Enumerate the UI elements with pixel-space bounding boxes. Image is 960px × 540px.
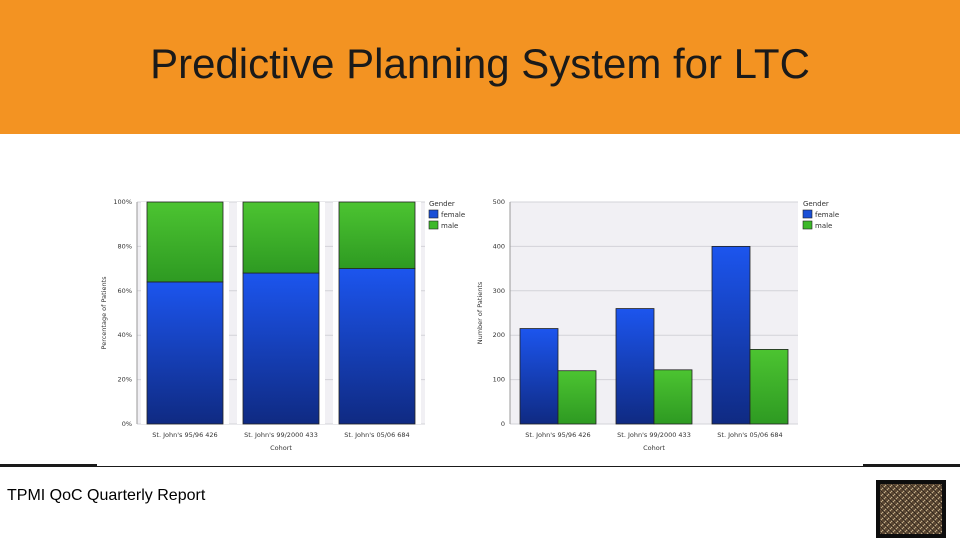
- percentage-stacked-bar-chart: 0% 20% 40% 60% 80% 100% Percentage of Patients…: [100, 198, 465, 452]
- legend-swatch-female: [428, 209, 439, 219]
- logo-image: [876, 480, 946, 538]
- x-tick-label: St. John's 05/06 684: [717, 431, 782, 439]
- y-tick-label: 40%: [118, 331, 132, 339]
- footer-divider: [97, 466, 863, 467]
- bar-male: [749, 349, 789, 425]
- bar-female: [242, 272, 320, 425]
- y-tick-label: 200: [493, 331, 505, 339]
- legend-label-male: male: [441, 222, 458, 230]
- legend-title: Gender: [803, 200, 829, 208]
- footer-report-name: TPMI QoC Quarterly Report: [7, 487, 206, 504]
- footer-divider-right: [863, 464, 960, 467]
- x-tick-label: St. John's 99/2000 433: [244, 431, 318, 439]
- y-axis-label: Number of Patients: [476, 281, 484, 344]
- legend-title: Gender: [429, 200, 455, 208]
- y-tick-label: 0: [501, 420, 505, 428]
- y-axis-label: Percentage of Patients: [100, 276, 108, 350]
- y-tick-label: 300: [493, 287, 505, 295]
- x-axis-label: Cohort: [643, 444, 665, 452]
- x-axis-label: Cohort: [270, 444, 292, 452]
- bar-female: [338, 268, 416, 425]
- bar-female: [615, 308, 655, 425]
- y-tick-label: 100%: [113, 198, 132, 206]
- y-tick-label: 0%: [122, 420, 132, 428]
- x-tick-label: St. John's 99/2000 433: [617, 431, 691, 439]
- x-tick-label: St. John's 95/96 426: [525, 431, 590, 439]
- y-tick-label: 20%: [118, 376, 132, 384]
- legend-swatch-male: [428, 220, 439, 230]
- bar-female: [146, 281, 224, 425]
- bar-male: [242, 201, 320, 274]
- title-banner: [0, 0, 960, 134]
- y-tick-label: 500: [493, 198, 505, 206]
- y-tick-label: 400: [493, 242, 505, 250]
- y-tick-label: 80%: [118, 242, 132, 250]
- legend-label-female: female: [815, 211, 839, 219]
- bar-male: [146, 201, 224, 283]
- page-title: Predictive Planning System for LTC: [150, 40, 810, 87]
- bar-female: [519, 328, 559, 425]
- bar-male: [338, 201, 416, 269]
- footer-divider-left: [0, 464, 97, 467]
- legend-label-male: male: [815, 222, 832, 230]
- bar-male: [557, 370, 597, 425]
- legend-swatch-male: [802, 220, 813, 230]
- count-grouped-bar-chart: 0 100 200 300 400 500 Number of Patients Cohort…: [476, 198, 839, 452]
- bar-male: [653, 369, 693, 425]
- legend-label-female: female: [441, 211, 465, 219]
- y-tick-label: 100: [493, 376, 505, 384]
- x-tick-label: St. John's 05/06 684: [344, 431, 409, 439]
- x-tick-label: St. John's 95/96 426: [152, 431, 217, 439]
- y-tick-label: 60%: [118, 287, 132, 295]
- bar-female: [711, 246, 751, 425]
- legend-swatch-female: [802, 209, 813, 219]
